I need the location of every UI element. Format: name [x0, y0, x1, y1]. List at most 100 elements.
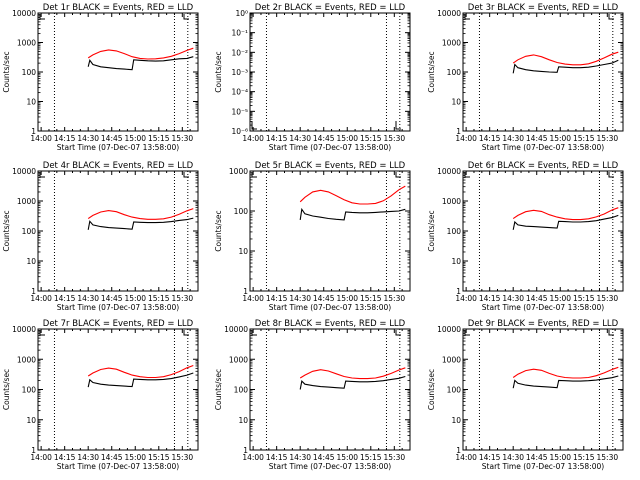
x-tick-label: 15:00 [549, 294, 571, 303]
y-tick-label: 10 [238, 416, 248, 425]
y-tick-label: 1 [243, 446, 248, 455]
lld-series-line [512, 51, 619, 66]
x-tick-label: 15:15 [360, 134, 382, 143]
x-tick-label: 15:30 [172, 134, 194, 143]
y-axis-label: Counts/sec [427, 369, 436, 410]
y-tick-label: 10⁻¹ [231, 29, 248, 38]
lld-series-line [87, 47, 194, 60]
x-tick-label: 15:30 [597, 453, 619, 462]
events-series-line [299, 375, 406, 390]
corner-mark [464, 172, 470, 178]
x-tick-label: 14:45 [101, 294, 123, 303]
x-tick-label: 14:30 [289, 294, 311, 303]
y-tick-label: 10 [451, 416, 461, 425]
x-tick-label: 14:15 [54, 134, 76, 143]
lld-series-line [87, 208, 194, 220]
x-tick-label: 14:15 [479, 294, 501, 303]
corner-mark [464, 330, 470, 336]
panel-title: Det 9r BLACK = Events, RED = LLD [468, 319, 619, 329]
x-tick-label: 14:15 [479, 134, 501, 143]
events-series-line [87, 372, 194, 388]
x-tick-label: 14:45 [313, 134, 335, 143]
panel-title: Det 3r BLACK = Events, RED = LLD [468, 3, 619, 13]
x-tick-label: 15:30 [384, 134, 406, 143]
y-tick-label: 1000 [17, 355, 36, 364]
x-tick-label: 14:45 [101, 134, 123, 143]
y-tick-label: 10⁻⁵ [231, 107, 248, 116]
x-tick-label: 15:15 [148, 134, 170, 143]
x-axis-label: Start Time (07-Dec-07 13:58:00) [57, 143, 179, 152]
x-tick-label: 14:30 [289, 134, 311, 143]
x-tick-label: 15:30 [384, 294, 406, 303]
y-tick-label: 100 [447, 386, 462, 395]
x-tick-label: 14:30 [502, 134, 524, 143]
x-tick-label: 14:30 [502, 294, 524, 303]
y-tick-label: 10⁻⁶ [231, 127, 248, 136]
x-tick-label: 15:00 [124, 453, 146, 462]
y-axis-label: Counts/sec [214, 51, 223, 92]
y-tick-label: 100 [447, 227, 462, 236]
x-tick-label: 15:15 [360, 453, 382, 462]
events-series-line [512, 59, 619, 74]
corner-mark [395, 172, 401, 178]
lld-series-line [512, 366, 619, 379]
y-tick-label: 1000 [17, 39, 36, 48]
x-tick-label: 14:45 [101, 453, 123, 462]
x-tick-label: 14:00 [30, 453, 52, 462]
y-tick-label: 10000 [437, 325, 461, 334]
y-tick-label: 10000 [12, 167, 36, 176]
y-tick-label: 10⁻² [231, 48, 248, 57]
detector-panel-8: Det 8r BLACK = Events, RED = LLD 14:00 14:… [214, 319, 411, 471]
panel-title: Det 8r BLACK = Events, RED = LLD [255, 319, 406, 329]
x-tick-label: 15:00 [549, 453, 571, 462]
x-tick-label: 15:00 [124, 294, 146, 303]
corner-mark [183, 172, 189, 178]
events-series-line [299, 207, 406, 221]
corner-mark [464, 14, 470, 20]
plot-frame [249, 12, 411, 132]
x-tick-label: 14:45 [313, 453, 335, 462]
x-tick-label: 14:15 [479, 453, 501, 462]
x-tick-label: 15:15 [573, 453, 595, 462]
y-tick-label: 1000 [229, 167, 248, 176]
y-tick-label: 1000 [229, 355, 248, 364]
y-tick-label: 1 [456, 127, 461, 136]
corner-mark [395, 121, 401, 130]
events-series-line [512, 375, 619, 389]
y-tick-label: 10 [26, 416, 36, 425]
y-axis-label: Counts/sec [2, 210, 11, 251]
corner-mark [39, 330, 45, 336]
y-tick-label: 1000 [442, 197, 461, 206]
x-tick-label: 15:00 [124, 134, 146, 143]
x-axis-label: Start Time (07-Dec-07 13:58:00) [269, 303, 391, 312]
y-tick-label: 1 [31, 287, 36, 296]
x-axis-label: Start Time (07-Dec-07 13:58:00) [57, 303, 179, 312]
x-tick-label: 14:00 [242, 294, 264, 303]
corner-mark [183, 330, 189, 336]
y-tick-label: 1 [456, 446, 461, 455]
y-tick-label: 1 [31, 127, 36, 136]
corner-mark [183, 14, 189, 20]
x-tick-label: 15:30 [597, 134, 619, 143]
y-tick-label: 10000 [437, 167, 461, 176]
x-axis-label: Start Time (07-Dec-07 13:58:00) [482, 303, 604, 312]
x-tick-label: 15:15 [573, 294, 595, 303]
y-tick-label: 10000 [12, 325, 36, 334]
y-tick-label: 100 [447, 68, 462, 77]
x-axis-label: Start Time (07-Dec-07 13:58:00) [269, 462, 391, 471]
events-series-line [87, 217, 194, 230]
x-tick-label: 14:00 [242, 453, 264, 462]
x-tick-label: 14:00 [30, 294, 52, 303]
y-tick-label: 100 [22, 227, 37, 236]
x-tick-label: 15:15 [360, 294, 382, 303]
x-tick-label: 15:30 [597, 294, 619, 303]
x-tick-label: 14:00 [455, 294, 477, 303]
y-axis-label: Counts/sec [2, 51, 11, 92]
x-axis-label: Start Time (07-Dec-07 13:58:00) [57, 462, 179, 471]
lld-series-line [299, 185, 406, 205]
y-axis-label: Counts/sec [214, 210, 223, 251]
